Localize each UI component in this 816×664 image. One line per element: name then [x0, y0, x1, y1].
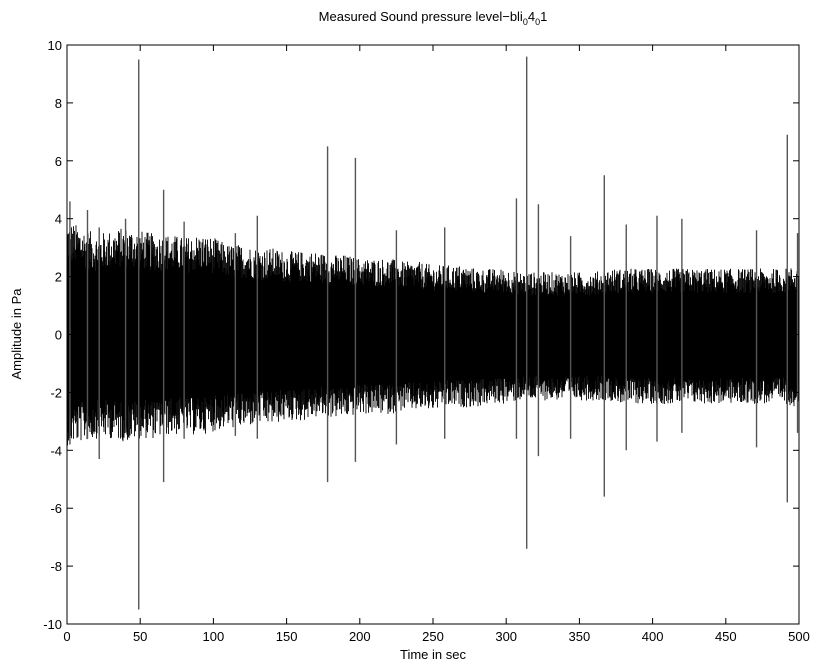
x-tick-label-500: 500: [788, 629, 810, 644]
x-tick-label-450: 450: [715, 629, 737, 644]
chart-title-sub1: 0: [523, 17, 528, 27]
chart-title-mid: 4: [528, 9, 535, 24]
y-tick-label-10: 10: [48, 38, 62, 53]
x-tick-label-50: 50: [133, 629, 147, 644]
x-tick-label-200: 200: [349, 629, 371, 644]
axes: 0 50 100 150 200 250 300 350 400 450 500-10-8-6-4-…: [43, 38, 810, 644]
y-tick-label--6: -6: [50, 501, 62, 516]
x-tick-label-300: 300: [495, 629, 517, 644]
y-tick-label-0: 0: [55, 328, 62, 343]
y-tick-label--10: -10: [43, 617, 62, 632]
x-tick-label-100: 100: [203, 629, 225, 644]
chart-title-main: Measured Sound pressure level−bli: [319, 9, 523, 24]
x-tick-label-150: 150: [276, 629, 298, 644]
y-tick-label--4: -4: [50, 443, 62, 458]
x-tick-label-250: 250: [422, 629, 444, 644]
plot-area: [66, 56, 800, 610]
y-tick-label-6: 6: [55, 154, 62, 169]
chart-title-end: 1: [540, 9, 547, 24]
x-axis-label: Time in sec: [400, 647, 466, 662]
chart-title-sub2: 0: [535, 17, 540, 27]
y-tick-label-4: 4: [55, 212, 62, 227]
y-tick-label-2: 2: [55, 270, 62, 285]
y-tick-label-8: 8: [55, 96, 62, 111]
x-tick-label-350: 350: [569, 629, 591, 644]
chart-title: Measured Sound pressure level−bli0401: [319, 9, 548, 27]
y-tick-label--8: -8: [50, 559, 62, 574]
y-tick-label--2: -2: [50, 385, 62, 400]
x-tick-label-400: 400: [642, 629, 664, 644]
x-tick-label-0: 0: [63, 629, 70, 644]
y-axis-label: Amplitude in Pa: [9, 288, 24, 380]
